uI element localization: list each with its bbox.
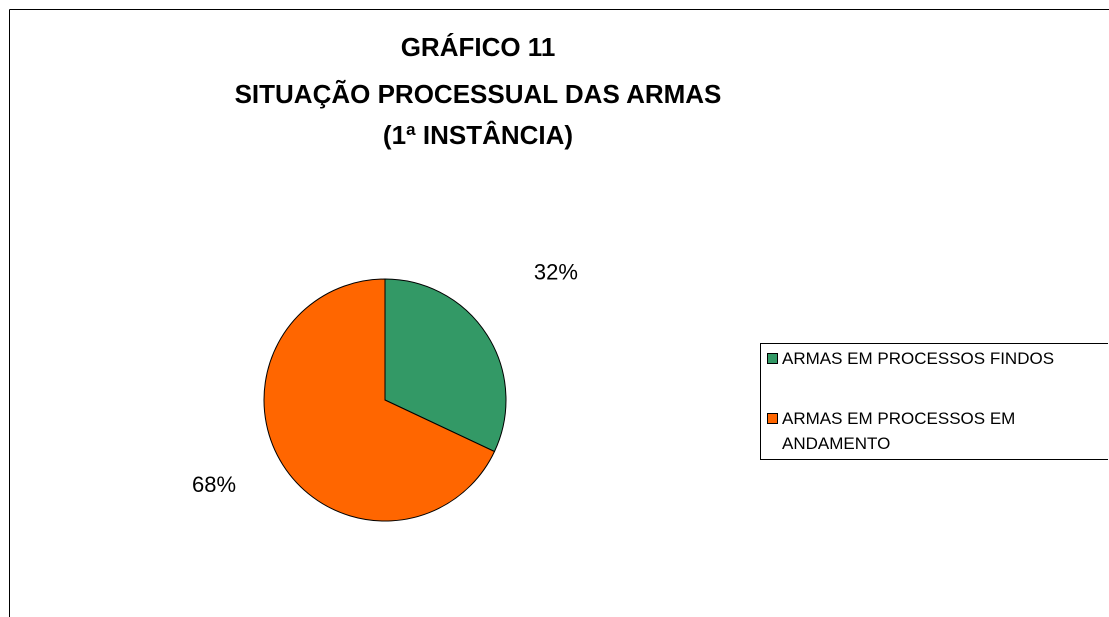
chart-title: SITUAÇÃO PROCESSUAL DAS ARMAS: [235, 79, 722, 109]
legend-label: ARMAS EM PROCESSOS EM ANDAMENTO: [782, 409, 1016, 453]
pie-slice: [384, 278, 507, 453]
chart-title: (1ª INSTÂNCIA): [383, 120, 573, 150]
legend-item: ARMAS EM PROCESSOS EM ANDAMENTO: [767, 406, 1097, 456]
legend-label: ARMAS EM PROCESSOS FINDOS: [782, 349, 1055, 368]
data-label: 32%: [534, 260, 578, 285]
pie-slice: [263, 278, 496, 522]
legend-swatch: [767, 353, 778, 364]
chart-title: GRÁFICO 11: [401, 32, 556, 62]
legend-swatch: [767, 413, 778, 424]
legend: ARMAS EM PROCESSOS FINDOS ARMAS EM PROCES…: [760, 343, 1108, 460]
legend-item: ARMAS EM PROCESSOS FINDOS: [767, 346, 1097, 371]
data-label: 68%: [192, 472, 236, 497]
